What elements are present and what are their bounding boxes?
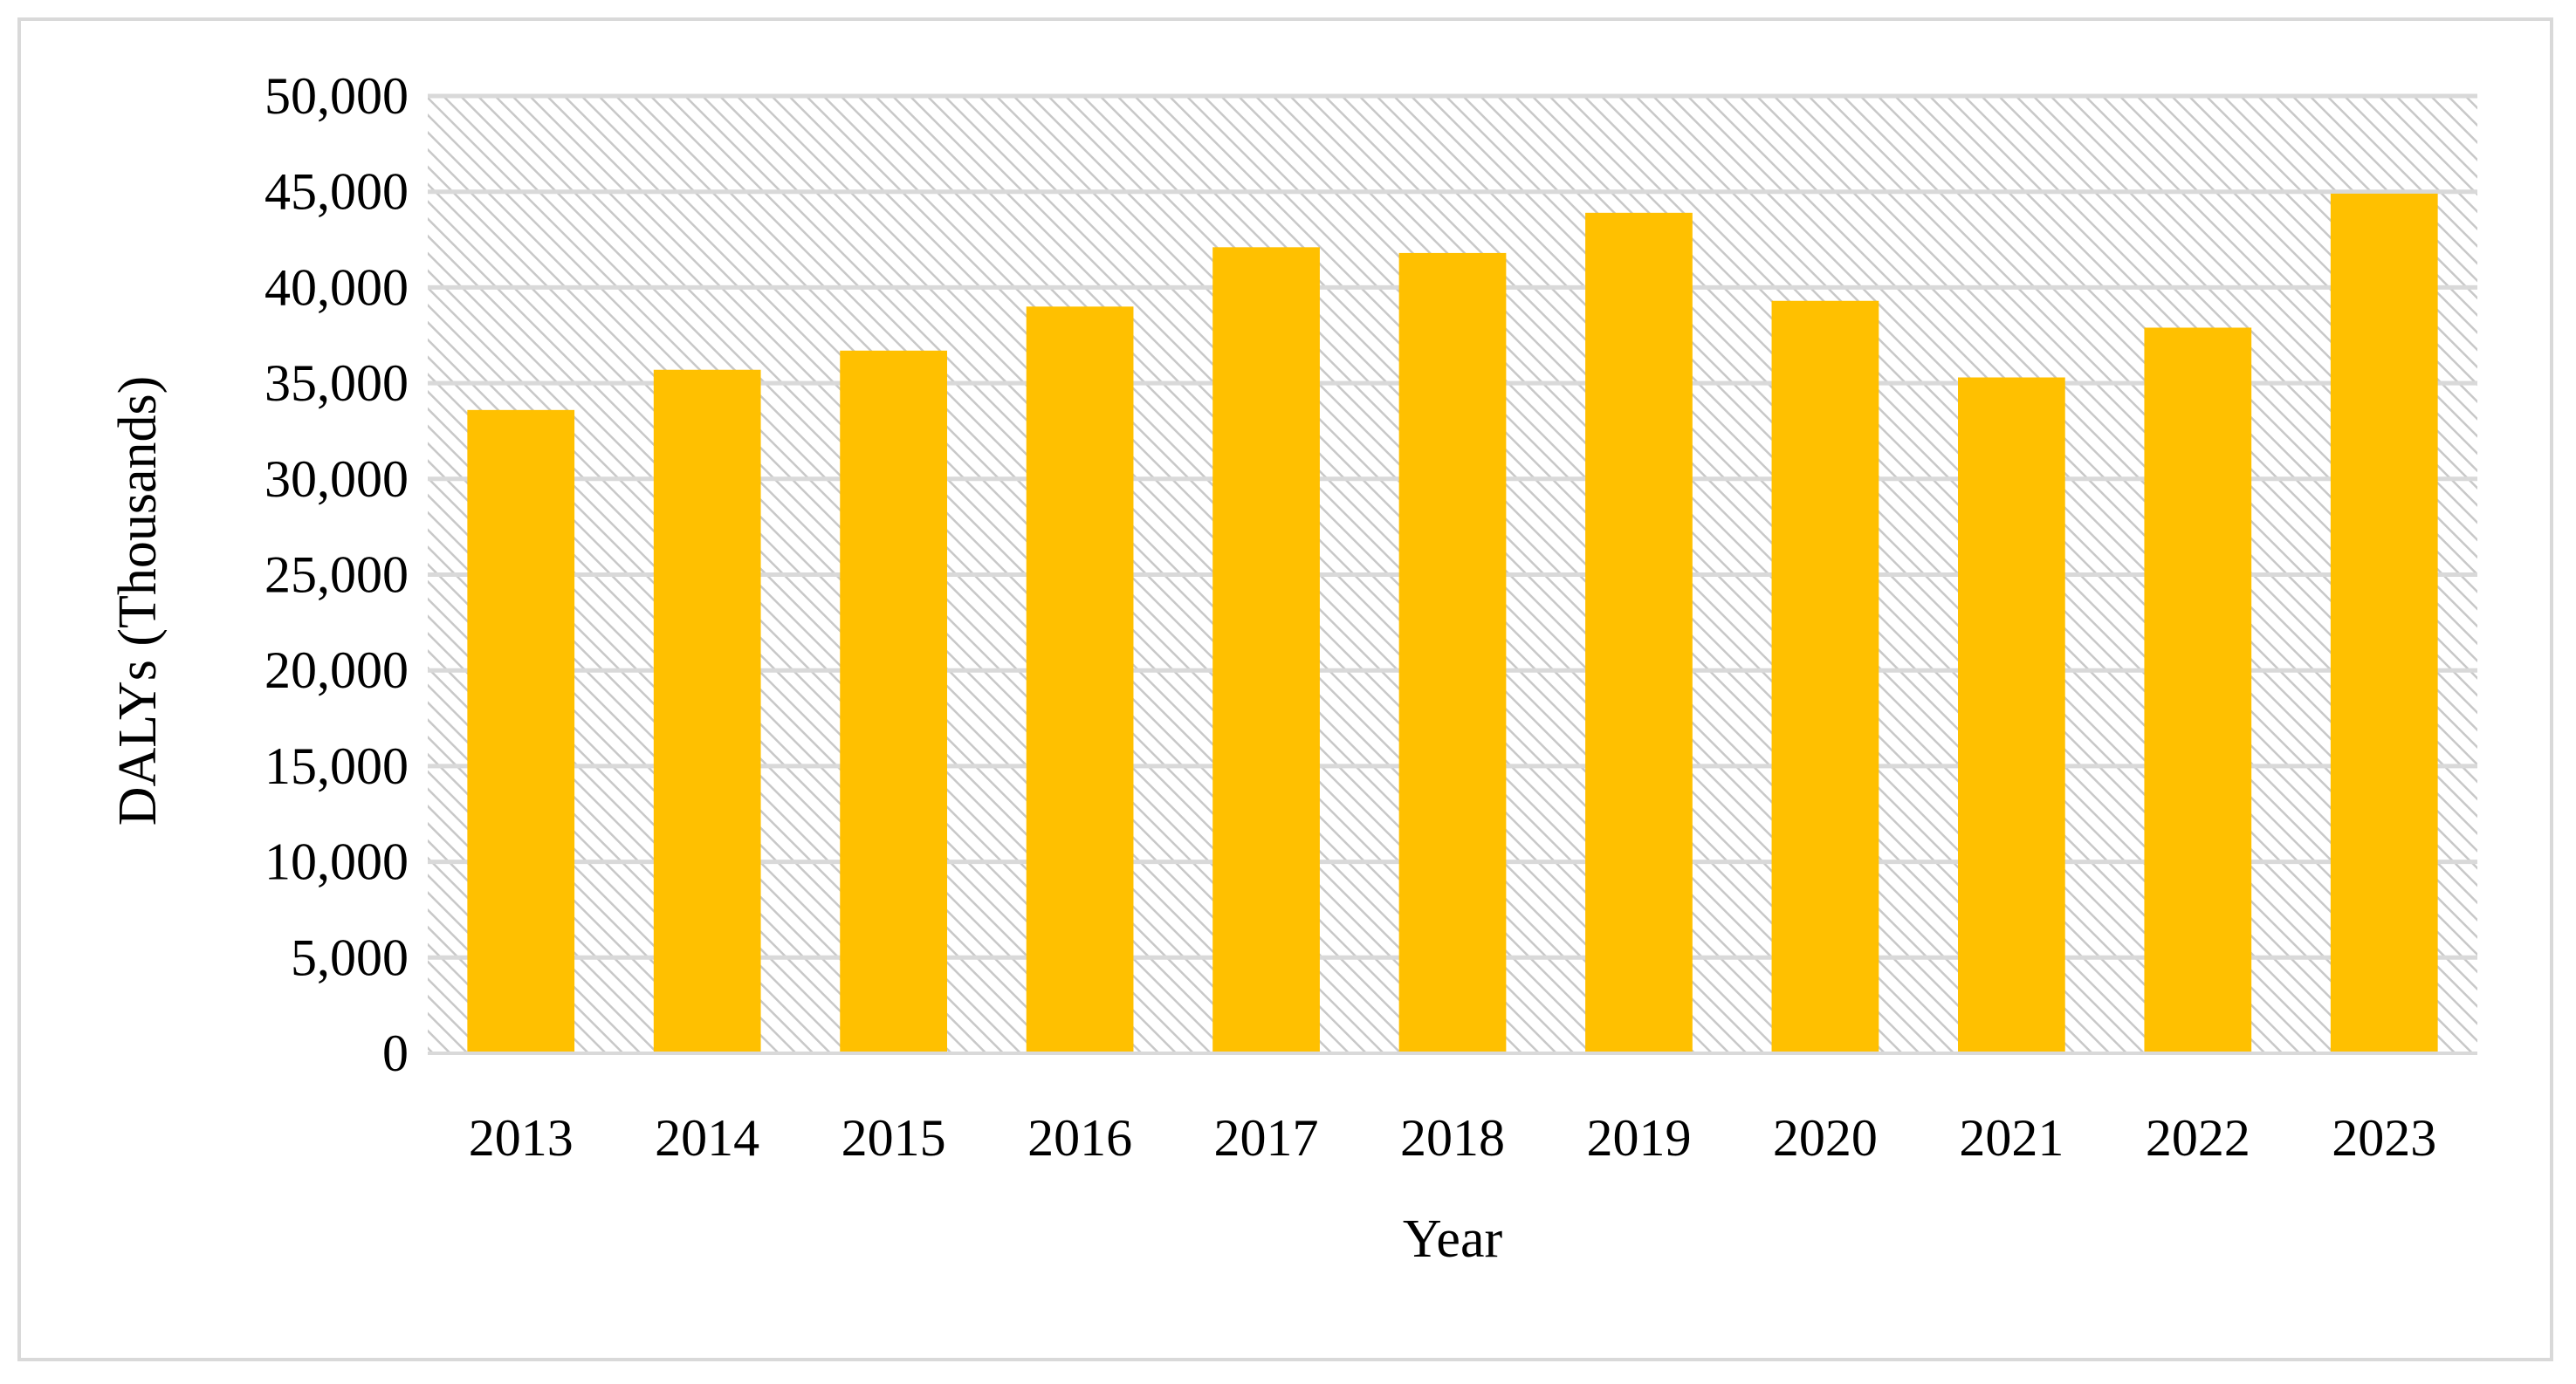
x-axis-ticks: 2013 2014 2015 2016 2017 2018 2019 2020 2021 2022… (469, 1109, 2437, 1167)
bar-2013 (467, 409, 575, 1053)
x-tick-label: 2013 (469, 1109, 574, 1167)
x-tick-label: 2017 (1214, 1109, 1319, 1167)
bar-2023 (2330, 193, 2438, 1054)
x-tick-label: 2021 (1959, 1109, 2064, 1167)
y-tick-label: 35,000 (264, 354, 409, 412)
bar-2014 (653, 369, 761, 1053)
y-tick-label: 30,000 (264, 450, 409, 508)
x-tick-label: 2018 (1400, 1109, 1505, 1167)
x-tick-label: 2015 (841, 1109, 946, 1167)
y-tick-label: 5,000 (291, 928, 409, 986)
x-tick-label: 2022 (2146, 1109, 2250, 1167)
bar-2019 (1585, 212, 1693, 1054)
bar-2022 (2144, 327, 2252, 1053)
y-axis-ticks: 0 5,000 10,000 15,000 20,000 25,000 30,000 35,0… (264, 67, 409, 1082)
bar-2015 (840, 350, 948, 1053)
y-tick-label: 50,000 (264, 67, 409, 125)
y-tick-label: 40,000 (264, 258, 409, 316)
x-axis-title: Year (1403, 1209, 1503, 1269)
y-tick-label: 0 (382, 1024, 409, 1082)
x-tick-label: 2016 (1027, 1109, 1132, 1167)
bar-2018 (1398, 252, 1507, 1054)
bar-2021 (1957, 377, 2065, 1053)
bar-2017 (1212, 247, 1320, 1053)
x-tick-label: 2023 (2332, 1109, 2436, 1167)
y-tick-label: 20,000 (264, 641, 409, 699)
y-tick-label: 45,000 (264, 163, 409, 221)
x-tick-label: 2014 (655, 1109, 759, 1167)
bar-series (467, 193, 2438, 1054)
bar-2020 (1771, 300, 1879, 1053)
y-tick-label: 25,000 (264, 546, 409, 604)
y-axis-title: DALYs (Thousands) (108, 376, 168, 826)
y-tick-label: 10,000 (264, 833, 409, 891)
x-tick-label: 2020 (1773, 1109, 1878, 1167)
y-tick-label: 15,000 (264, 737, 409, 795)
bar-2016 (1026, 306, 1134, 1054)
x-tick-label: 2019 (1586, 1109, 1691, 1167)
